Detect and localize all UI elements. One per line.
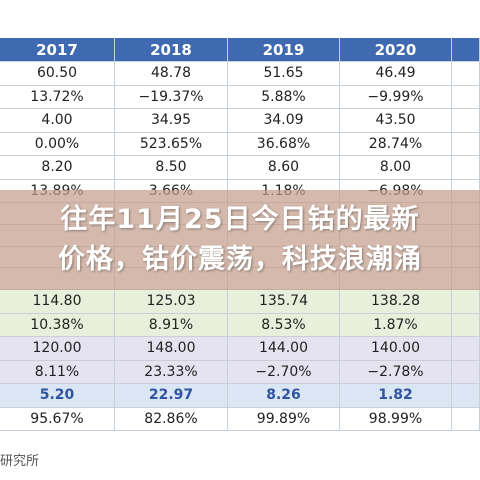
table-cell: −2.78% — [340, 360, 452, 384]
table-cell: 46.49 — [340, 62, 452, 86]
table-cell: 36.68% — [228, 132, 340, 156]
table-cell — [452, 109, 480, 133]
table-cell — [452, 407, 480, 431]
table-cell: 8.20 — [0, 156, 115, 180]
table-cell — [452, 290, 480, 314]
table-cell: 148.00 — [115, 337, 228, 361]
header-cell: 2020 — [340, 38, 452, 62]
header-cell: 2018 — [115, 38, 228, 62]
table-cell — [452, 62, 480, 86]
header-cell — [452, 38, 480, 62]
table-cell: 5.20 — [0, 384, 115, 408]
table-cell: 138.28 — [340, 290, 452, 314]
table-cell: 114.80 — [0, 290, 115, 314]
table-cell — [452, 360, 480, 384]
table-cell: 8.00 — [340, 156, 452, 180]
table-cell: 135.74 — [228, 290, 340, 314]
overlay-banner: 往年11月25日今日钴的最新 价格，钴价震荡，科技浪潮涌 — [0, 190, 480, 290]
table-cell: 22.97 — [115, 384, 228, 408]
table-cell: −2.70% — [228, 360, 340, 384]
table-cell: 140.00 — [340, 337, 452, 361]
table-cell: 48.78 — [115, 62, 228, 86]
table-cell: 99.89% — [228, 407, 340, 431]
table-cell: 0.00% — [0, 132, 115, 156]
footer-source: 研究所 — [0, 454, 40, 469]
table-cell: 43.50 — [340, 109, 452, 133]
table-cell: 120.00 — [0, 337, 115, 361]
table-cell: 144.00 — [228, 337, 340, 361]
table-cell — [452, 313, 480, 337]
table-cell: 4.00 — [0, 109, 115, 133]
table-cell: −9.99% — [340, 85, 452, 109]
table-cell: 34.09 — [228, 109, 340, 133]
table-cell: 5.88% — [228, 85, 340, 109]
table-cell: 82.86% — [115, 407, 228, 431]
table-cell: 34.95 — [115, 109, 228, 133]
banner-title: 往年11月25日今日钴的最新 — [60, 204, 420, 235]
table-cell: 10.38% — [0, 313, 115, 337]
table-cell: 60.50 — [0, 62, 115, 86]
table-cell: 28.74% — [340, 132, 452, 156]
table-cell — [452, 85, 480, 109]
table-cell: −19.37% — [115, 85, 228, 109]
table-cell — [452, 337, 480, 361]
table-cell: 51.65 — [228, 62, 340, 86]
table-cell: 8.11% — [0, 360, 115, 384]
table-cell: 13.72% — [0, 85, 115, 109]
table-cell — [452, 384, 480, 408]
table-cell: 8.26 — [228, 384, 340, 408]
table-cell: 95.67% — [0, 407, 115, 431]
banner-title: 价格，钴价震荡，科技浪潮涌 — [58, 244, 422, 275]
header-cell: 2017 — [0, 38, 115, 62]
table-cell: 8.60 — [228, 156, 340, 180]
table-cell — [452, 132, 480, 156]
table-cell: 8.50 — [115, 156, 228, 180]
table-cell: 523.65% — [115, 132, 228, 156]
header-cell: 2019 — [228, 38, 340, 62]
table-cell — [452, 156, 480, 180]
table-cell: 125.03 — [115, 290, 228, 314]
table-cell: 1.87% — [340, 313, 452, 337]
table-cell: 23.33% — [115, 360, 228, 384]
table-cell: 1.82 — [340, 384, 452, 408]
table-cell: 8.91% — [115, 313, 228, 337]
table-cell: 98.99% — [340, 407, 452, 431]
table-cell: 8.53% — [228, 313, 340, 337]
